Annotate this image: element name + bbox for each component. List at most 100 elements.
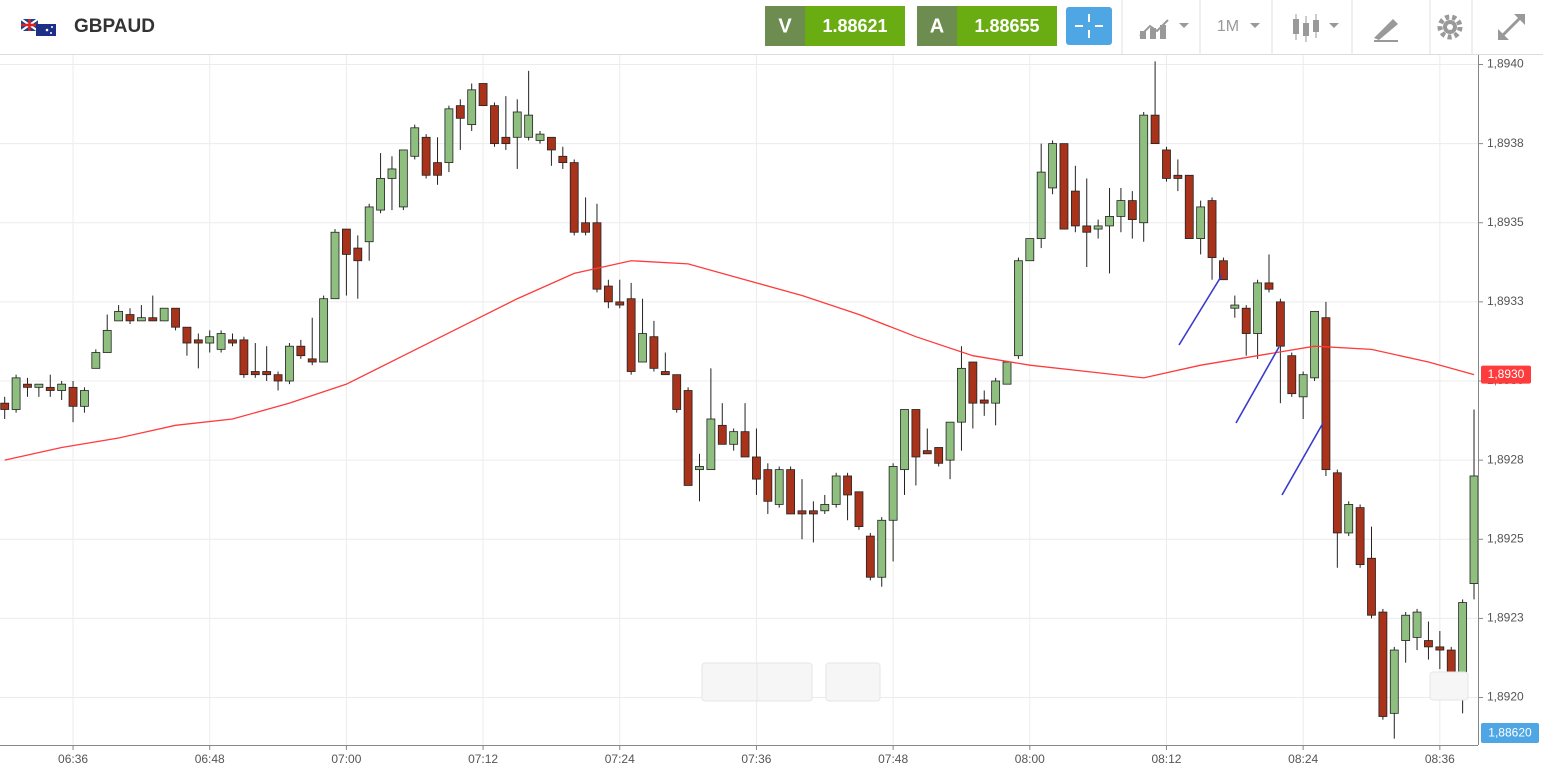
candle-body — [1389, 649, 1399, 714]
candle-style-button[interactable] — [1293, 14, 1339, 42]
candle-body — [1469, 475, 1479, 584]
candle-body — [285, 345, 294, 382]
candle-body — [934, 447, 944, 464]
candle-body — [808, 510, 818, 515]
candle-body — [968, 361, 978, 404]
candle-body — [387, 168, 397, 179]
bid-label-box[interactable] — [765, 6, 805, 46]
x-tick-label: 08:12 — [1151, 752, 1181, 766]
candle-body — [1059, 143, 1069, 230]
candle-body — [1082, 225, 1092, 233]
y-tick-label: 1,8923 — [1487, 611, 1524, 625]
candle-body — [581, 222, 590, 233]
candle-body — [353, 247, 363, 262]
candle-body — [319, 298, 329, 363]
candle-body — [786, 469, 796, 515]
candle-body — [945, 421, 955, 461]
x-tick-label: 08:00 — [1015, 752, 1045, 766]
candle-body — [877, 519, 887, 578]
bid-price: 1.88621 — [822, 16, 887, 36]
ask-box[interactable] — [957, 6, 1057, 46]
candle-body — [695, 466, 704, 471]
candle-body — [1275, 301, 1285, 347]
candle-body — [444, 108, 454, 164]
candle-body — [262, 371, 272, 376]
candle-body — [171, 307, 180, 328]
candle-body — [501, 136, 511, 145]
candle-body — [57, 383, 67, 391]
candle-body — [1264, 282, 1274, 290]
candle-body — [1070, 190, 1080, 227]
axes: 1,8940 1,8938 1,8935 1,8933 1,8930 1,8928 1,89… — [0, 55, 1539, 766]
candle-body — [421, 136, 431, 176]
candle-body — [341, 228, 351, 255]
x-tick-label: 07:48 — [878, 752, 908, 766]
candle-body — [136, 317, 146, 322]
candle-body — [763, 469, 773, 502]
candle-body — [717, 424, 727, 445]
y-tick-label: 1,8933 — [1487, 294, 1524, 308]
candle-body — [820, 504, 830, 512]
x-tick-label: 07:12 — [468, 752, 498, 766]
chart-type-button[interactable] — [1139, 19, 1189, 39]
x-tick-label: 07:24 — [605, 752, 635, 766]
fullscreen-button[interactable] — [1498, 14, 1525, 40]
x-tick-label: 07:00 — [331, 752, 361, 766]
candle-body — [979, 399, 989, 404]
y-tick-label: 1,8928 — [1487, 452, 1524, 466]
candle-body — [23, 383, 32, 388]
candle-body — [250, 371, 260, 376]
candle-body — [1014, 260, 1023, 357]
y-tick-label: 1,8938 — [1487, 136, 1524, 150]
timeframe-button[interactable]: 1M — [1217, 18, 1239, 35]
candle-body — [216, 333, 226, 350]
candle-body — [1207, 200, 1217, 258]
x-tick-label: 06:36 — [58, 752, 88, 766]
symbol: GBPAUD — [74, 16, 155, 37]
candle-body — [0, 402, 10, 410]
candle-body — [740, 431, 750, 458]
crosshair-button[interactable] — [1066, 7, 1112, 45]
candle-body — [228, 339, 237, 344]
drawing-tools-button[interactable] — [1374, 19, 1398, 42]
candle-body — [683, 390, 693, 486]
candle-body — [1025, 238, 1035, 262]
bid-box[interactable] — [805, 6, 905, 46]
candle-body — [1446, 649, 1456, 673]
candle-body — [752, 456, 761, 480]
x-tick-label: 08:24 — [1288, 752, 1318, 766]
candle-body — [797, 510, 807, 515]
zoom-controls[interactable] — [701, 662, 1469, 702]
candle-body — [159, 307, 169, 322]
candle-body — [706, 418, 716, 471]
bid-label: V — [778, 15, 792, 37]
candle-body — [455, 105, 465, 119]
settings-button[interactable] — [1437, 14, 1463, 40]
x-tick-label: 06:48 — [195, 752, 225, 766]
candle-body — [843, 475, 852, 496]
candle-body — [296, 345, 306, 357]
candle-body — [364, 206, 374, 243]
candle-body — [205, 336, 215, 344]
candle-body — [1310, 310, 1319, 379]
ask-label: A — [930, 15, 944, 37]
ask-label-box[interactable] — [917, 6, 957, 46]
candle-body — [991, 380, 1001, 404]
y-tick-label: 1,8940 — [1487, 57, 1524, 71]
candle-body — [1116, 200, 1126, 217]
candle-body — [1093, 225, 1103, 230]
candle-body — [649, 336, 659, 369]
candle-body — [68, 386, 78, 407]
candle-body — [603, 285, 613, 303]
candle-body — [547, 136, 556, 151]
y-tick-label: 1,8935 — [1487, 215, 1524, 229]
candle-body — [1287, 355, 1297, 395]
trend-line — [1178, 274, 1223, 346]
candle-body — [1139, 114, 1149, 224]
candle-body — [1367, 557, 1376, 616]
candle-body — [1332, 472, 1342, 534]
x-tick-label: 08:36 — [1425, 752, 1455, 766]
